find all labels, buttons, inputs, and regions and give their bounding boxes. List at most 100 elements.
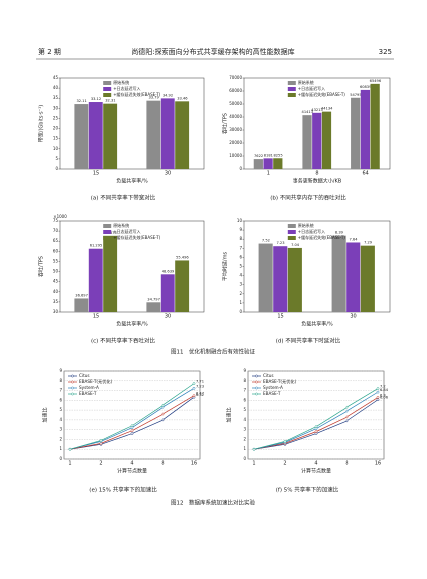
x-tick-label: 8	[345, 461, 348, 467]
point	[192, 382, 196, 385]
y-tick-label: 50000	[229, 101, 242, 106]
point	[345, 419, 349, 423]
y-tick-label: 5	[59, 407, 62, 412]
bar	[146, 302, 161, 312]
y-tick-label: 0	[59, 456, 62, 461]
value-label: 7.2	[380, 385, 386, 389]
bar	[258, 243, 273, 312]
legend-label: EBASE-T	[79, 391, 97, 396]
caption: (f) 5% 共享率下的加速比	[276, 486, 339, 494]
legend-marker	[71, 392, 74, 396]
point	[99, 439, 103, 442]
y-tick-label: 40	[53, 85, 59, 90]
y-tick-label: 2	[243, 436, 246, 441]
legend-label: 原始系统	[298, 79, 314, 85]
value-label: 41413	[302, 110, 313, 114]
x-tick-label: 15	[93, 171, 99, 177]
y-tick-label: 1	[239, 300, 242, 305]
figure-caption: 图11 优化机制融合后有效性验证	[171, 348, 255, 356]
legend-label: 原始系统	[113, 222, 129, 228]
x-tick-label: 30	[165, 171, 171, 177]
point	[252, 447, 256, 451]
value-label: 7.71	[196, 380, 204, 384]
plot-frame	[59, 220, 205, 313]
legend-swatch	[287, 236, 296, 240]
y-tick-label: 4	[59, 417, 62, 422]
x-tick-label: 64	[362, 171, 368, 177]
point	[345, 409, 349, 413]
x-axis-label: 负载共享率/%	[116, 321, 148, 328]
x-tick-label: 1	[252, 461, 255, 467]
y-tick-label: 60000	[229, 88, 242, 93]
value-label: 32.31	[105, 99, 115, 103]
legend-swatch	[287, 87, 296, 91]
y-tick-label: 10000	[229, 153, 242, 158]
legend-swatch	[287, 93, 296, 97]
y-tick-label: 15	[53, 136, 59, 141]
bar	[103, 103, 118, 169]
legend-swatch	[103, 87, 112, 91]
y-tick-label: 75	[53, 218, 59, 223]
y-tick-label: 0	[243, 456, 246, 461]
legend-swatch	[287, 224, 296, 228]
y-tick-label: 0	[239, 309, 242, 314]
axis-annotation: ×1000	[53, 214, 67, 219]
legend-label: EBASE-T	[263, 391, 281, 396]
value-label: 6.47	[196, 392, 204, 396]
x-tick-label: 1	[267, 171, 270, 177]
x-tick-label: 2	[283, 461, 286, 467]
running-title: 尚德阳:探索面向分布式共享缓存架构的高性能数据库	[131, 47, 294, 56]
point	[345, 405, 349, 409]
legend-label: +缓存延迟失效(EBASE-T)	[298, 91, 346, 97]
legend-label: 原始系统	[113, 79, 129, 85]
caption: (d) 不同共享率下时延对比	[276, 337, 341, 345]
bar	[175, 101, 190, 169]
bar	[312, 112, 322, 169]
y-tick-label: 55	[53, 258, 59, 263]
x-tick-label: 1	[68, 461, 71, 467]
x-tick-label: 16	[191, 461, 197, 467]
legend-label: +日志延迟写入	[298, 85, 325, 91]
bar	[88, 102, 103, 169]
point	[130, 424, 134, 428]
point	[283, 440, 287, 443]
y-tick-label: 7	[59, 388, 62, 393]
legend-label: +缓存延迟失效(EBASE-T)	[298, 234, 346, 240]
y-tick-label: 8	[239, 236, 242, 241]
bar	[287, 247, 302, 312]
value-label: 6.3	[380, 393, 386, 397]
y-tick-label: 20	[53, 126, 59, 131]
value-label: 36.697	[75, 293, 88, 297]
y-tick-label: 9	[239, 227, 242, 232]
bar	[88, 248, 103, 312]
bar	[253, 159, 263, 169]
y-tick-label: 7	[239, 245, 242, 250]
bar	[351, 97, 361, 169]
y-tick-label: 3	[59, 427, 62, 432]
value-label: 8255	[273, 153, 282, 157]
value-label: 33.79	[148, 96, 159, 100]
legend-label: +日志延迟写入	[113, 85, 140, 91]
bar	[360, 245, 375, 312]
y-tick-label: 20000	[229, 140, 242, 145]
legend-swatch	[103, 230, 112, 234]
bar	[74, 104, 89, 169]
value-label: 6.84	[380, 388, 389, 392]
y-tick-label: 70000	[229, 75, 242, 80]
x-axis-label: 计算节点数量	[117, 468, 147, 475]
point	[376, 398, 380, 402]
legend-label: System-A	[79, 385, 99, 390]
y-tick-label: 9	[59, 368, 62, 373]
legend-swatch	[287, 81, 296, 85]
bar	[273, 158, 283, 169]
caption: (b) 不同共享内存下的吞吐对比	[270, 194, 346, 202]
y-tick-label: 30000	[229, 127, 242, 132]
y-tick-label: 6	[243, 397, 246, 402]
value-label: 7.64	[349, 237, 358, 241]
bar	[302, 115, 312, 169]
x-axis-label: 负载共享率/%	[116, 178, 148, 185]
point	[161, 418, 165, 422]
y-tick-label: 40	[53, 289, 59, 294]
y-tick-label: 5	[239, 264, 242, 269]
